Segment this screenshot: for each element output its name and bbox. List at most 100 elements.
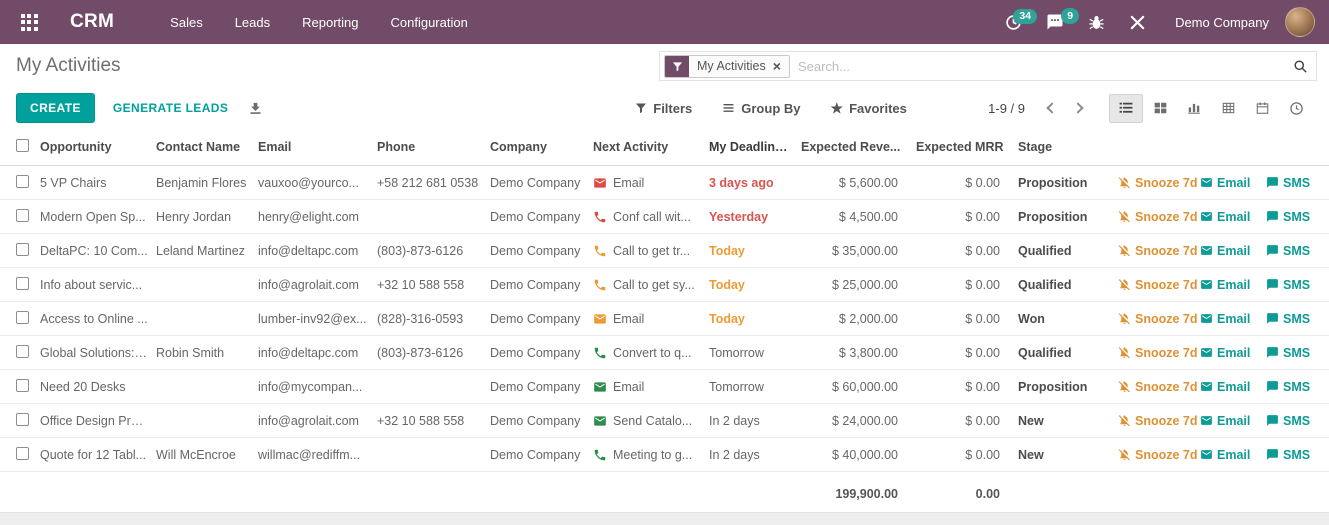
snooze-button[interactable]: Snooze 7d [1118,278,1200,292]
row-checkbox[interactable] [16,412,29,426]
snooze-button[interactable]: Snooze 7d [1118,244,1200,258]
sms-button[interactable]: SMS [1266,448,1326,462]
sms-button[interactable]: SMS [1266,312,1326,326]
row-checkbox[interactable] [16,208,29,222]
email-cell: info@deltapc.com [258,243,359,258]
row-checkbox[interactable] [16,378,29,392]
email-button[interactable]: Email [1200,278,1266,292]
sms-button[interactable]: SMS [1266,210,1326,224]
pivot-view-button[interactable] [1211,94,1245,123]
pager-previous-icon[interactable] [1039,95,1065,121]
email-button[interactable]: Email [1200,210,1266,224]
user-avatar[interactable] [1285,7,1315,37]
next-activity-cell[interactable]: Email [593,312,709,326]
column-header-opportunity[interactable]: Opportunity [40,139,112,154]
table-row[interactable]: Quote for 12 Tabl... Will McEncroe willm… [0,438,1329,472]
facet-remove-icon[interactable]: × [772,58,781,74]
menu-leads[interactable]: Leads [234,14,271,30]
table-row[interactable]: Modern Open Sp... Henry Jordan henry@eli… [0,200,1329,234]
next-activity-cell[interactable]: Call to get sy... [593,278,709,292]
app-title[interactable]: CRM [70,11,115,32]
favorites-button[interactable]: ★ Favorites [830,100,907,116]
menu-configuration[interactable]: Configuration [390,14,468,30]
row-checkbox[interactable] [16,276,29,290]
column-header-expected-mrr[interactable]: Expected MRR [916,139,1004,154]
table-row[interactable]: 5 VP Chairs Benjamin Flores vauxoo@yourc… [0,166,1329,200]
apps-menu-icon[interactable] [12,5,46,39]
optional-columns-toggle-icon[interactable]: ⋮ [1326,138,1329,156]
sms-button[interactable]: SMS [1266,176,1326,190]
select-all-checkbox[interactable] [16,138,29,152]
table-row[interactable]: Office Design Pro... info@agrolait.com +… [0,404,1329,438]
activity-view-button[interactable] [1279,94,1313,123]
column-header-email[interactable]: Email [258,139,292,154]
activities-tray-button[interactable]: 34 [996,8,1038,37]
row-checkbox[interactable] [16,446,29,460]
sms-button[interactable]: SMS [1266,380,1326,394]
search-bar[interactable]: My Activities × Search... [659,51,1317,81]
company-cell: Demo Company [490,413,581,428]
snooze-button[interactable]: Snooze 7d [1118,380,1200,394]
snooze-button[interactable]: Snooze 7d [1118,414,1200,428]
filters-button[interactable]: Filters [635,101,692,116]
sms-button[interactable]: SMS [1266,346,1326,360]
search-icon[interactable] [1293,59,1308,74]
column-header-next-activity[interactable]: Next Activity [593,139,669,154]
sms-button[interactable]: SMS [1266,278,1326,292]
email-button[interactable]: Email [1200,380,1266,394]
kanban-view-button[interactable] [1143,94,1177,123]
row-checkbox[interactable] [16,174,29,188]
messages-tray-button[interactable]: 9 [1037,7,1080,37]
row-checkbox[interactable] [16,310,29,324]
row-checkbox[interactable] [16,242,29,256]
snooze-button[interactable]: Snooze 7d [1118,176,1200,190]
column-header-company[interactable]: Company [490,139,547,154]
column-header-stage[interactable]: Stage [1018,139,1053,154]
next-activity-cell[interactable]: Call to get tr... [593,244,709,258]
email-button[interactable]: Email [1200,176,1266,190]
table-row[interactable]: Info about servic... info@agrolait.com +… [0,268,1329,302]
email-cell: info@agrolait.com [258,277,359,292]
tools-tray-button[interactable] [1120,8,1155,37]
table-row[interactable]: Global Solutions: ... Robin Smith info@d… [0,336,1329,370]
table-footer: 199,900.00 0.00 [0,476,1329,512]
menu-sales[interactable]: Sales [170,14,203,30]
search-input[interactable]: Search... [797,58,850,74]
graph-view-button[interactable] [1177,94,1211,123]
next-activity-cell[interactable]: Send Catalo... [593,414,709,428]
column-header-phone[interactable]: Phone [377,139,416,154]
sms-button[interactable]: SMS [1266,244,1326,258]
email-button[interactable]: Email [1200,448,1266,462]
column-header-expected-revenue[interactable]: Expected Reve... [801,139,901,154]
next-activity-cell[interactable]: Convert to q... [593,346,709,360]
row-checkbox[interactable] [16,344,29,358]
table-row[interactable]: Need 20 Desks info@mycompan... Demo Comp… [0,370,1329,404]
group-by-button[interactable]: Group By [722,101,801,116]
next-activity-cell[interactable]: Email [593,176,709,190]
snooze-button[interactable]: Snooze 7d [1118,448,1200,462]
email-button[interactable]: Email [1200,244,1266,258]
email-button[interactable]: Email [1200,346,1266,360]
company-switcher[interactable]: Demo Company [1175,14,1269,30]
column-header-my-deadline[interactable]: My Deadline ▼ [709,139,794,154]
snooze-button[interactable]: Snooze 7d [1118,210,1200,224]
column-header-contact-name[interactable]: Contact Name [156,139,241,154]
debug-tray-button[interactable] [1079,8,1114,37]
next-activity-cell[interactable]: Email [593,380,709,394]
generate-leads-button[interactable]: GENERATE LEADS [112,101,229,115]
email-button[interactable]: Email [1200,312,1266,326]
email-button[interactable]: Email [1200,414,1266,428]
snooze-button[interactable]: Snooze 7d [1118,346,1200,360]
table-row[interactable]: Access to Online ... lumber-inv92@ex... … [0,302,1329,336]
next-activity-cell[interactable]: Meeting to g... [593,448,709,462]
sms-button[interactable]: SMS [1266,414,1326,428]
menu-reporting[interactable]: Reporting [302,14,359,30]
pager-next-icon[interactable] [1065,95,1091,121]
table-row[interactable]: DeltaPC: 10 Com... Leland Martinez info@… [0,234,1329,268]
export-icon[interactable] [248,101,263,116]
calendar-view-button[interactable] [1245,94,1279,123]
list-view-button[interactable] [1109,93,1143,123]
snooze-button[interactable]: Snooze 7d [1118,312,1200,326]
next-activity-cell[interactable]: Conf call wit... [593,210,709,224]
create-button[interactable]: CREATE [16,93,95,123]
